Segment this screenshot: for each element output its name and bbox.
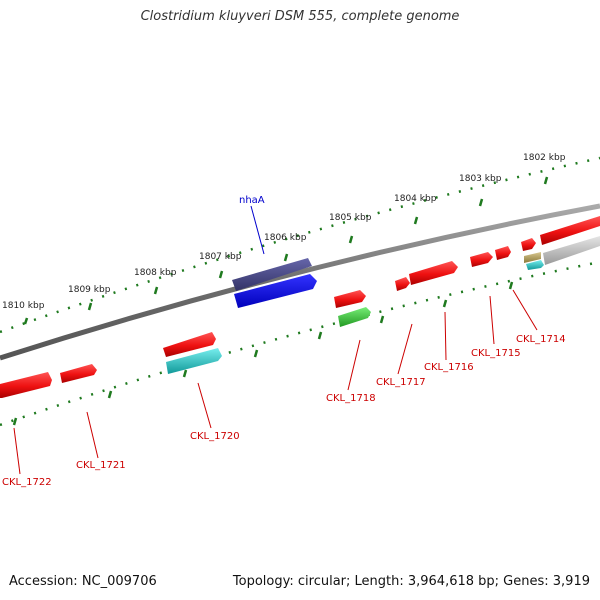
scale-labels: 1810 kbp 1809 kbp 1808 kbp 1807 kbp 1806…: [2, 153, 566, 311]
gene-label-CKL_1718[interactable]: CKL_1718: [326, 393, 376, 404]
scale-label-1803: 1803 kbp: [459, 174, 502, 184]
scale-label-1804: 1804 kbp: [394, 194, 437, 204]
scale-label-1802: 1802 kbp: [523, 153, 566, 163]
gene-cds-CKL_1720-cyan[interactable]: [166, 348, 222, 374]
gene-cds-tan[interactable]: [524, 252, 541, 263]
gene-label-CKL_1717[interactable]: CKL_1717: [376, 377, 426, 388]
gene-label-CKL_1715[interactable]: CKL_1715: [471, 348, 521, 359]
scale-label-1807: 1807 kbp: [199, 252, 242, 262]
gene-cds-CKL_1722[interactable]: [0, 372, 52, 398]
gene-cds-gray[interactable]: [543, 236, 600, 265]
scale-label-1810: 1810 kbp: [2, 301, 45, 311]
gene-label-nhaA[interactable]: nhaA: [239, 195, 265, 206]
gene-cds-CKL_1720-red[interactable]: [163, 332, 216, 357]
gene-nhaA-cds[interactable]: [232, 258, 317, 308]
gene-label-CKL_1720[interactable]: CKL_1720: [190, 431, 240, 442]
inner-scale-track: [0, 260, 600, 427]
gene-cds-upper-f[interactable]: [521, 238, 536, 251]
gene-label-CKL_1722[interactable]: CKL_1722: [2, 477, 52, 488]
scale-label-1808: 1808 kbp: [134, 268, 177, 278]
label-leaders: [13, 205, 538, 475]
gene-cds-CKL_1718-green[interactable]: [338, 307, 371, 327]
genome-backbone: [0, 203, 600, 361]
outer-scale-track: [0, 156, 600, 334]
gene-cds-cyan-small[interactable]: [526, 260, 544, 270]
scale-label-1805: 1805 kbp: [329, 213, 372, 223]
gene-cds-upper-a[interactable]: [334, 290, 366, 308]
gene-label-CKL_1721[interactable]: CKL_1721: [76, 460, 126, 471]
gene-cds-upper-c[interactable]: [409, 261, 458, 285]
topology-text: Topology: circular; Length: 3,964,618 bp…: [232, 574, 590, 589]
gene-label-CKL_1716[interactable]: CKL_1716: [424, 362, 474, 373]
scale-label-1809: 1809 kbp: [68, 285, 111, 295]
genome-title: Clostridium kluyveri DSM 555, complete g…: [140, 9, 460, 24]
gene-cds-upper-e[interactable]: [495, 246, 511, 260]
gene-labels: nhaA CKL_1722 CKL_1721 CKL_1720 CKL_1718…: [2, 195, 566, 488]
gene-cds-upper-g[interactable]: [540, 216, 600, 245]
gene-label-CKL_1714[interactable]: CKL_1714: [516, 334, 566, 345]
accession-text: Accession: NC_009706: [9, 574, 157, 589]
gene-cds-upper-d[interactable]: [470, 252, 493, 267]
scale-label-1806: 1806 kbp: [264, 233, 307, 243]
gene-cds-upper-b[interactable]: [395, 277, 410, 291]
gene-cds-CKL_1721[interactable]: [60, 364, 97, 383]
